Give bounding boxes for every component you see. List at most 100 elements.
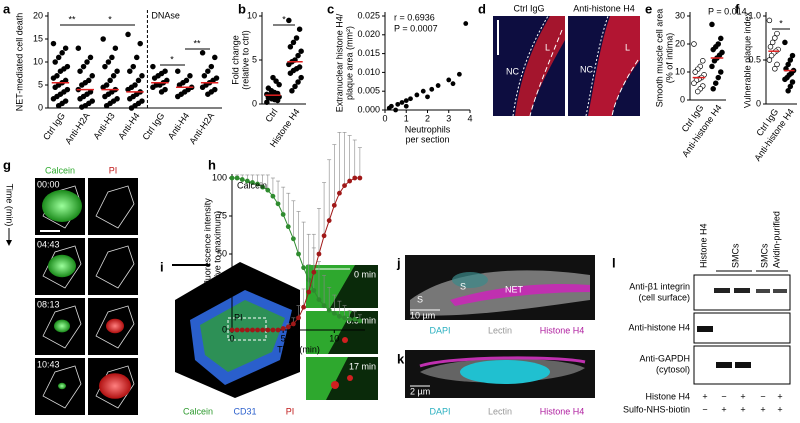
data-point (212, 54, 218, 61)
x-tick-label: Anti-H4 (166, 111, 191, 141)
data-point (285, 324, 291, 330)
data-point (59, 50, 65, 56)
data-point (715, 74, 722, 81)
data-point (199, 50, 206, 56)
data-point (275, 327, 281, 333)
data-point (80, 63, 87, 70)
data-point (114, 68, 120, 74)
cell-signal (42, 190, 82, 222)
data-point (50, 75, 57, 81)
band (716, 362, 732, 368)
data-point (205, 91, 211, 97)
data-point (109, 54, 115, 61)
y-axis-label: Smooth muscle cell area (654, 9, 664, 108)
data-point (187, 73, 193, 79)
data-point (692, 69, 698, 75)
x-tick-label: 10 (329, 333, 339, 343)
data-point (446, 77, 452, 83)
data-point (205, 68, 211, 74)
condition-sign: + (777, 404, 782, 414)
pi-spot (347, 375, 353, 381)
data-point (290, 236, 296, 242)
legend-label: DAPI (429, 325, 450, 335)
row-label: (cell surface) (638, 292, 690, 302)
data-point (331, 202, 337, 208)
data-point (357, 318, 363, 324)
legend-label: Lectin (488, 406, 512, 416)
y-tick-label: 0 (38, 102, 43, 112)
y-axis-label: Vulnerable plaque index (742, 11, 752, 108)
x-tick-label: 2 (425, 113, 430, 123)
data-point (286, 17, 292, 24)
time-label: 17 min (349, 361, 376, 371)
data-point (774, 61, 780, 68)
y-tick-label: 5 (38, 79, 43, 89)
y-tick-label: 15 (33, 33, 43, 43)
data-point (295, 79, 301, 85)
y-tick-label: 10 (675, 66, 685, 76)
data-point (285, 224, 291, 230)
data-point (357, 175, 363, 181)
x-tick-label: Ctrl (263, 107, 279, 124)
data-point (718, 69, 724, 75)
data-point (102, 93, 108, 100)
x-tick-label: 4 (467, 113, 472, 123)
channel-label: Calcein (45, 165, 75, 175)
data-point (321, 303, 327, 309)
y-axis-label: Mean fluorescence intensity (202, 198, 212, 310)
data-point (321, 233, 327, 239)
y-tick-label: 0 (680, 94, 685, 104)
cell-outline (95, 305, 135, 349)
data-point (234, 175, 240, 181)
data-point (691, 41, 697, 47)
data-point (79, 104, 85, 110)
data-point (135, 77, 142, 84)
panel-letter: d (478, 1, 486, 16)
data-point (342, 183, 347, 189)
divider-label: DNAse (151, 10, 180, 20)
y-tick-label: 10 (33, 56, 43, 66)
panel-letter: k (397, 351, 405, 366)
y-tick-label: 100 (212, 172, 227, 182)
panel-letter: l (612, 255, 616, 270)
column-header: Histone H4 (698, 223, 708, 268)
panel-letter: b (238, 1, 246, 16)
y-tick-label: 0.025 (357, 10, 380, 20)
data-point (290, 321, 296, 327)
band (756, 289, 770, 293)
panel-letter: a (3, 1, 11, 16)
data-point (255, 327, 260, 333)
band (735, 362, 751, 368)
y-tick-label: 0.005 (357, 86, 380, 96)
band (773, 289, 787, 293)
data-point (710, 86, 716, 92)
data-point (296, 26, 303, 32)
legend-label: PI (286, 406, 295, 416)
image-label: NET (505, 284, 524, 294)
x-axis-label: Time (min) (277, 344, 320, 354)
data-point (175, 68, 181, 74)
data-point (766, 17, 773, 24)
y-tick-label: 50 (217, 248, 227, 258)
data-point (276, 81, 282, 88)
legend-label: Histone H4 (540, 406, 585, 416)
data-point (265, 187, 271, 193)
data-point (264, 91, 270, 98)
data-point (301, 304, 307, 310)
time-stamp: 04:43 (37, 239, 60, 249)
annotation: * (779, 18, 783, 28)
data-point (127, 68, 133, 74)
data-point (201, 73, 208, 79)
row-label: Anti-β1 integrin (629, 281, 690, 291)
data-point (785, 61, 791, 68)
data-point (130, 63, 137, 70)
micrograph (88, 178, 138, 235)
condition-label: Sulfo-NHS-biotin (623, 404, 690, 414)
data-point (709, 21, 715, 28)
data-point (785, 88, 791, 94)
y-axis-label: (relative to ctrl) (240, 30, 250, 90)
x-tick-label: 5 (281, 333, 286, 343)
row-label: Anti-histone H4 (628, 322, 690, 332)
y-axis-label: (relative to maximum) (212, 211, 222, 298)
data-point (414, 92, 420, 98)
